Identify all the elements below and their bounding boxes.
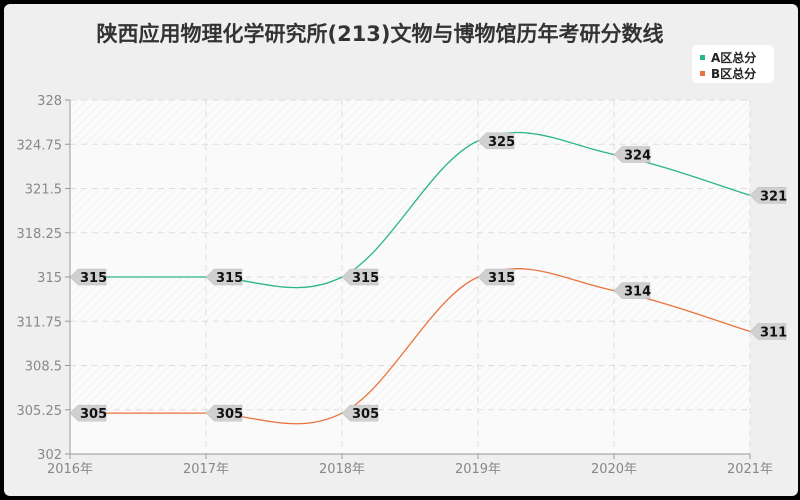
- svg-text:2017年: 2017年: [183, 462, 229, 477]
- data-labels: 315 315 315 325 324 321 305 305 305 315 314 311: [69, 132, 787, 422]
- svg-text:305: 305: [80, 407, 107, 422]
- svg-text:325: 325: [488, 135, 515, 150]
- svg-text:311: 311: [760, 325, 787, 340]
- data-label: 315: [69, 268, 107, 286]
- svg-text:311.75: 311.75: [17, 315, 63, 330]
- data-label: 305: [69, 404, 107, 422]
- svg-text:321: 321: [760, 189, 787, 204]
- legend-item-a[interactable]: A区总分: [700, 49, 756, 66]
- svg-text:308.5: 308.5: [25, 360, 62, 375]
- legend-label-b: B区总分: [711, 67, 757, 81]
- legend-swatch-a-icon: [700, 55, 705, 60]
- svg-text:324: 324: [624, 148, 651, 163]
- chart-title: 陕西应用物理化学研究所(213)文物与博物馆历年考研分数线: [96, 22, 664, 46]
- svg-text:318.25: 318.25: [17, 227, 63, 242]
- data-label: 315: [341, 268, 379, 286]
- grid-lines: [70, 99, 751, 454]
- svg-text:2016年: 2016年: [47, 462, 93, 477]
- svg-text:315: 315: [352, 271, 379, 286]
- legend-swatch-b-icon: [700, 71, 705, 76]
- data-label: 324: [613, 146, 651, 163]
- data-label: 315: [477, 268, 515, 286]
- data-label: 325: [477, 132, 515, 150]
- svg-text:315: 315: [216, 271, 243, 286]
- legend-label-a: A区总分: [711, 51, 757, 65]
- svg-text:314: 314: [624, 285, 651, 300]
- svg-text:305: 305: [216, 407, 243, 422]
- data-label: 314: [613, 282, 651, 300]
- legend: A区总分 B区总分: [692, 45, 774, 83]
- svg-text:2020年: 2020年: [591, 462, 637, 477]
- svg-text:305.25: 305.25: [17, 404, 63, 419]
- svg-text:305: 305: [352, 407, 379, 422]
- svg-text:302: 302: [37, 448, 62, 463]
- svg-text:324.75: 324.75: [17, 138, 63, 153]
- data-label: 305: [341, 404, 379, 422]
- svg-text:315: 315: [37, 271, 62, 286]
- svg-text:2021年: 2021年: [727, 462, 773, 477]
- svg-text:2018年: 2018年: [319, 462, 365, 477]
- data-label: 321: [749, 187, 787, 204]
- data-label: 311: [749, 323, 787, 340]
- svg-text:315: 315: [80, 271, 107, 286]
- legend-item-b[interactable]: B区总分: [700, 65, 756, 82]
- data-label: 315: [205, 268, 243, 286]
- svg-text:321.5: 321.5: [25, 183, 62, 198]
- data-label: 305: [205, 404, 243, 422]
- svg-text:2019年: 2019年: [455, 462, 501, 477]
- svg-text:315: 315: [488, 271, 515, 286]
- svg-text:328: 328: [37, 94, 62, 109]
